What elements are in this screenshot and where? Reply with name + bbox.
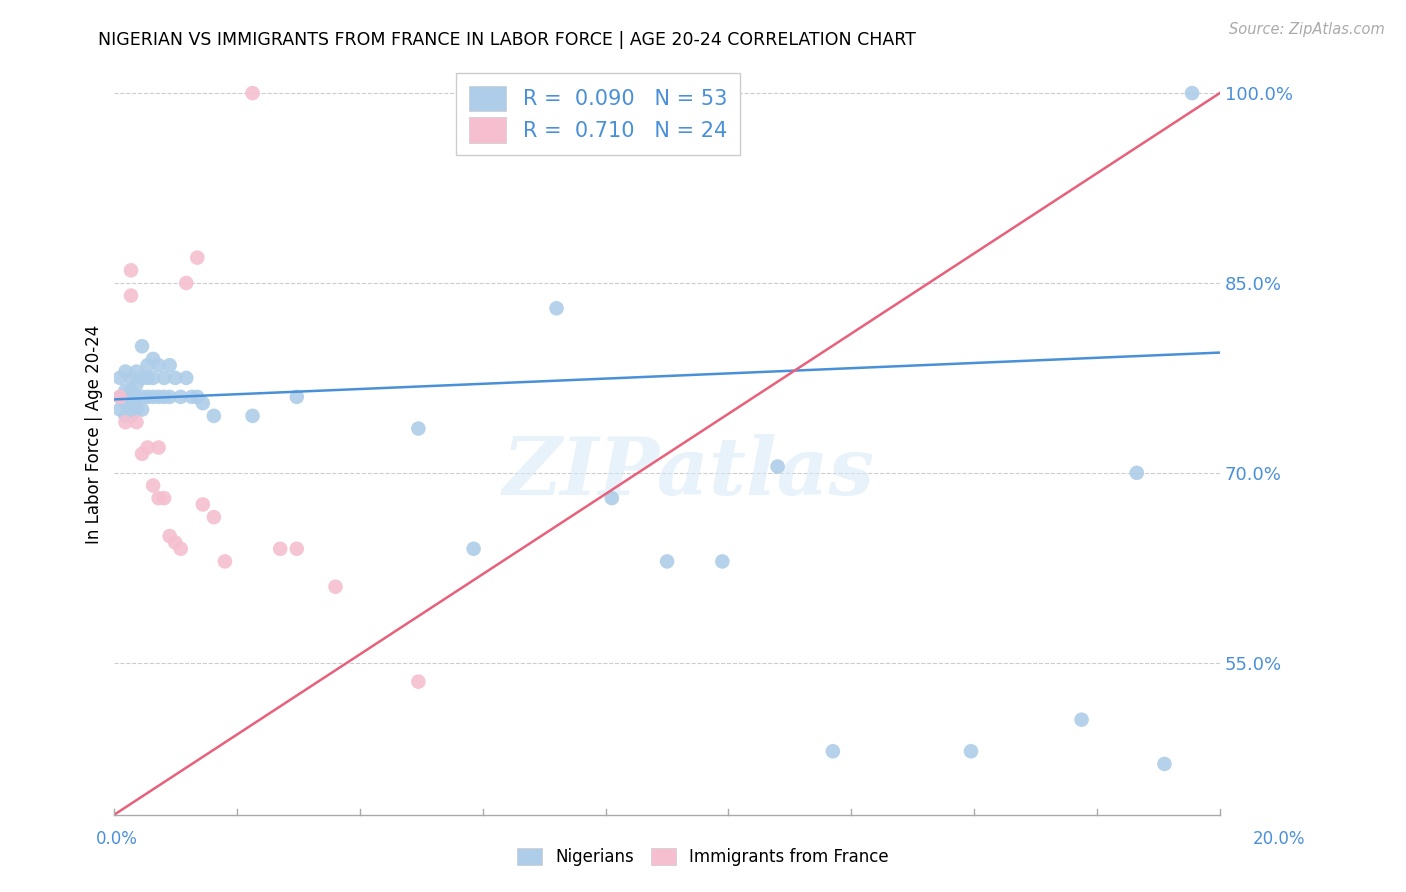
Point	[285, 390, 308, 404]
Point	[153, 491, 176, 505]
Point	[108, 371, 131, 385]
Point	[325, 580, 347, 594]
Text: Source: ZipAtlas.com: Source: ZipAtlas.com	[1229, 22, 1385, 37]
Point	[174, 371, 197, 385]
Point	[159, 390, 181, 404]
Point	[114, 409, 136, 423]
Point	[108, 402, 131, 417]
Point	[960, 744, 983, 758]
Point	[186, 390, 208, 404]
Point	[131, 402, 153, 417]
Point	[170, 390, 193, 404]
Point	[136, 441, 159, 455]
Point	[131, 371, 153, 385]
Point	[285, 541, 308, 556]
Point	[108, 390, 131, 404]
Point	[159, 529, 181, 543]
Point	[1126, 466, 1149, 480]
Legend: R =  0.090   N = 53, R =  0.710   N = 24: R = 0.090 N = 53, R = 0.710 N = 24	[457, 73, 740, 155]
Point	[148, 390, 170, 404]
Point	[180, 390, 202, 404]
Text: 0.0%: 0.0%	[96, 830, 138, 847]
Point	[114, 415, 136, 429]
Point	[186, 251, 208, 265]
Point	[148, 441, 170, 455]
Point	[148, 491, 170, 505]
Point	[125, 402, 148, 417]
Point	[142, 351, 165, 366]
Point	[202, 510, 225, 524]
Point	[125, 365, 148, 379]
Point	[120, 384, 142, 398]
Point	[131, 339, 153, 353]
Point	[142, 390, 165, 404]
Point	[165, 371, 187, 385]
Point	[766, 459, 789, 474]
Point	[174, 276, 197, 290]
Point	[269, 541, 291, 556]
Point	[546, 301, 568, 316]
Point	[1153, 756, 1175, 771]
Point	[202, 409, 225, 423]
Point	[136, 390, 159, 404]
Point	[136, 371, 159, 385]
Text: ZIPatlas: ZIPatlas	[503, 434, 875, 512]
Point	[242, 86, 264, 100]
Point	[170, 541, 193, 556]
Point	[214, 554, 236, 568]
Point	[153, 390, 176, 404]
Y-axis label: In Labor Force | Age 20-24: In Labor Force | Age 20-24	[86, 326, 103, 544]
Point	[165, 535, 187, 549]
Point	[125, 390, 148, 404]
Point	[125, 377, 148, 392]
Point	[153, 371, 176, 385]
Point	[242, 409, 264, 423]
Point	[1181, 86, 1204, 100]
Point	[1070, 713, 1092, 727]
Point	[131, 447, 153, 461]
Text: NIGERIAN VS IMMIGRANTS FROM FRANCE IN LABOR FORCE | AGE 20-24 CORRELATION CHART: NIGERIAN VS IMMIGRANTS FROM FRANCE IN LA…	[98, 31, 917, 49]
Point	[136, 358, 159, 372]
Point	[148, 358, 170, 372]
Point	[600, 491, 623, 505]
Point	[191, 498, 214, 512]
Point	[463, 541, 485, 556]
Point	[408, 674, 430, 689]
Point	[120, 409, 142, 423]
Point	[114, 396, 136, 410]
Point	[108, 390, 131, 404]
Point	[159, 358, 181, 372]
Point	[120, 263, 142, 277]
Point	[120, 371, 142, 385]
Point	[120, 396, 142, 410]
Point	[711, 554, 734, 568]
Point	[655, 554, 678, 568]
Text: 20.0%: 20.0%	[1253, 830, 1305, 847]
Legend: Nigerians, Immigrants from France: Nigerians, Immigrants from France	[509, 840, 897, 875]
Point	[408, 421, 430, 435]
Point	[125, 415, 148, 429]
Point	[191, 396, 214, 410]
Point	[131, 390, 153, 404]
Point	[120, 288, 142, 302]
Point	[142, 478, 165, 492]
Point	[114, 365, 136, 379]
Point	[821, 744, 844, 758]
Point	[114, 384, 136, 398]
Point	[142, 371, 165, 385]
